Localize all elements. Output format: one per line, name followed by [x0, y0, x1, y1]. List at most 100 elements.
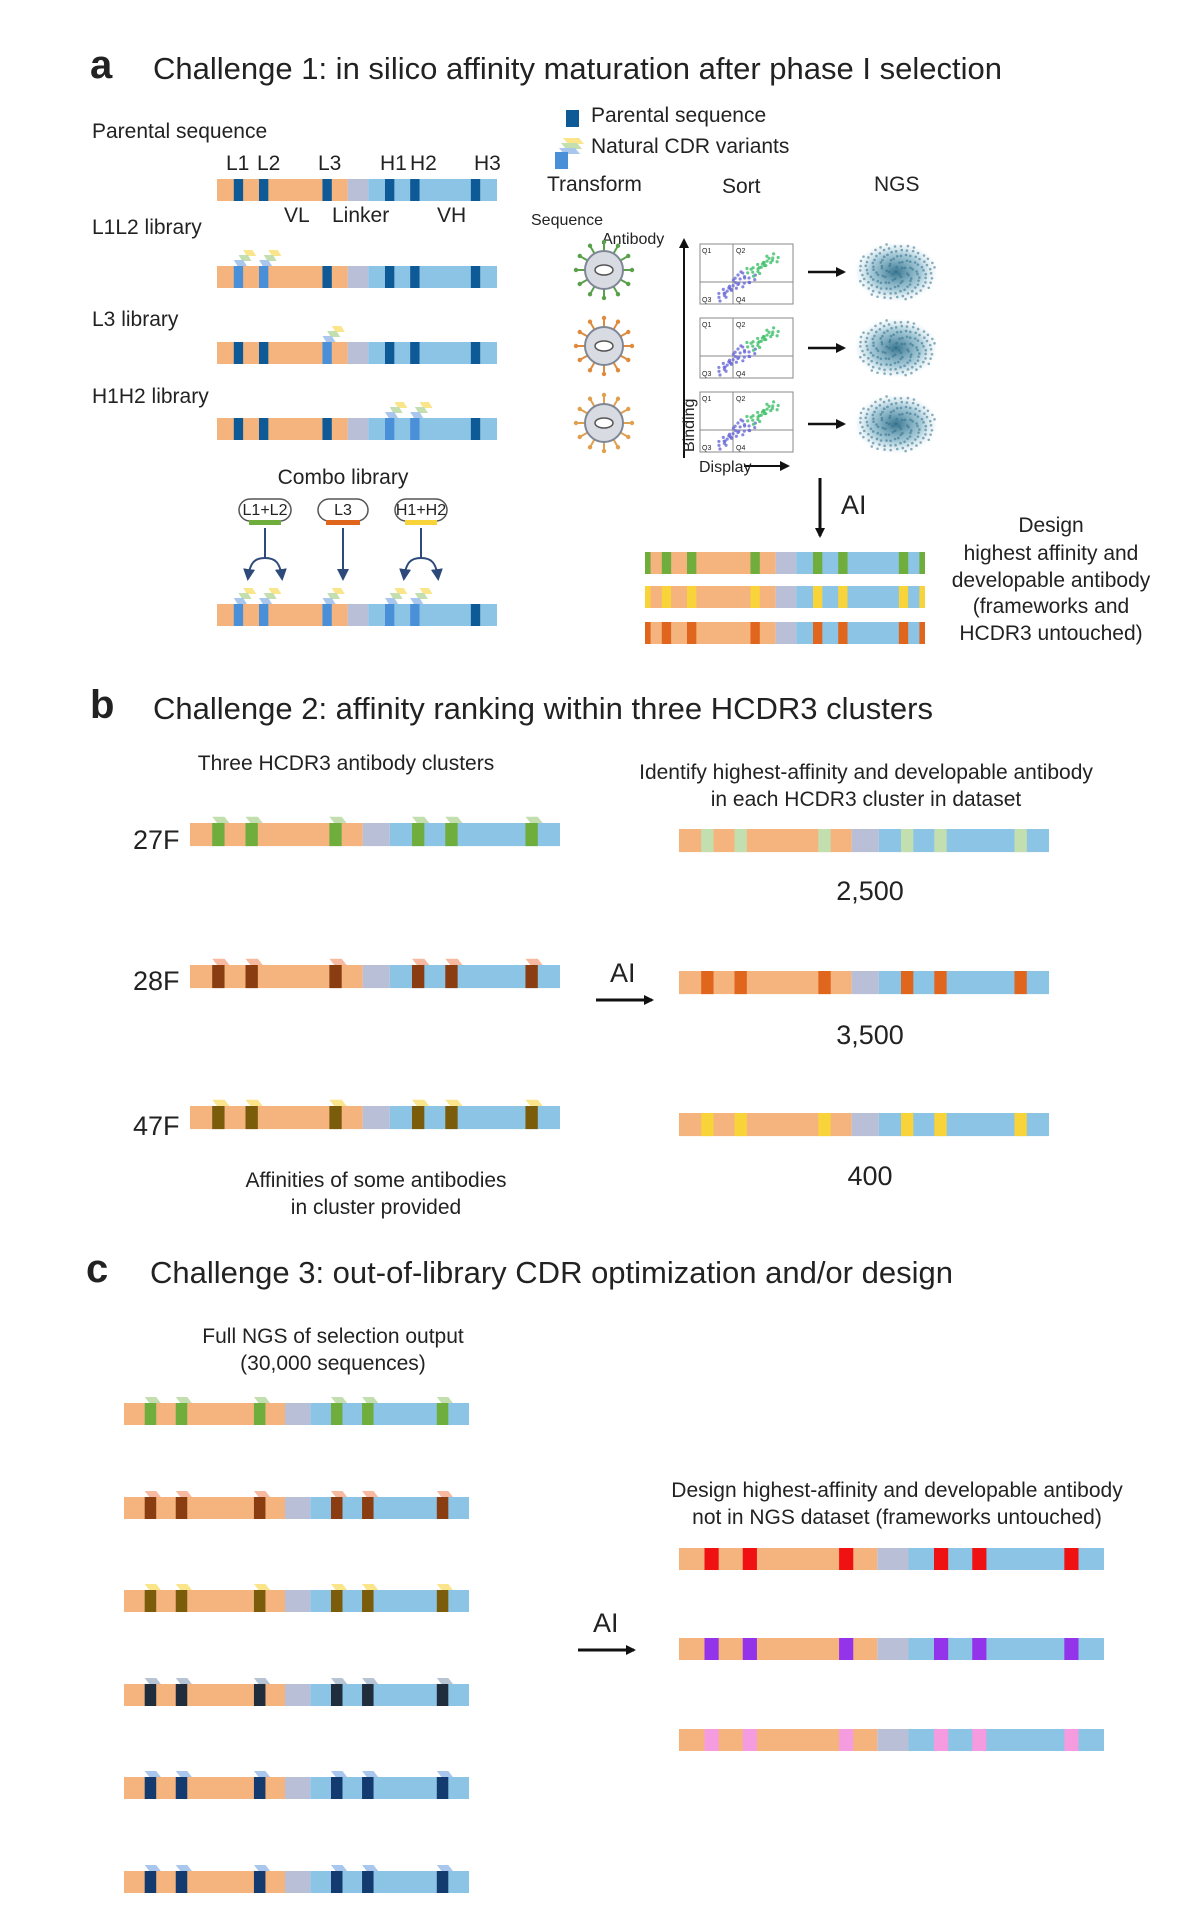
ngs-seq-blue-2: [124, 1865, 469, 1893]
svg-text:Q4: Q4: [736, 445, 745, 452]
yeast-cell: [573, 315, 635, 377]
svg-text:Q3: Q3: [702, 445, 711, 452]
design-output-yellow: [645, 586, 925, 608]
combo-tag-h1h2: H1+H2: [394, 498, 448, 525]
svg-text:Q2: Q2: [736, 322, 745, 329]
svg-text:developable antibody: developable antibody: [952, 569, 1151, 592]
cdr-label-h1: H1: [380, 152, 407, 175]
clusters-label: Three HCDR3 antibody clusters: [198, 752, 494, 775]
l1l2-library-strip: [217, 250, 497, 288]
ngs-seq-navy: [124, 1678, 469, 1706]
cluster-28f-strip: [190, 958, 560, 989]
legend-variant-swatch: [555, 138, 584, 169]
combo-arrows: [243, 528, 443, 581]
identify-text-2: in each HCDR3 cluster in dataset: [711, 788, 1022, 811]
yeast-cell: [573, 239, 635, 301]
ai-arrow-a: AI: [815, 478, 867, 538]
panel-a-title: Challenge 1: in silico affinity maturati…: [153, 51, 1002, 86]
svg-text:L3: L3: [334, 502, 352, 519]
library-label-h1h2: H1H2 library: [92, 385, 209, 408]
svg-text:Q3: Q3: [702, 371, 711, 378]
flow-to-ngs-arrows: [808, 267, 846, 429]
affinities-text-2: in cluster provided: [291, 1196, 461, 1219]
flow-plot: Q1 Q2 Q3 Q4: [699, 391, 794, 453]
ai-label-b: AI: [610, 958, 636, 988]
cluster-count-28f: 3,500: [836, 1020, 904, 1050]
svg-text:Q1: Q1: [702, 248, 711, 255]
design-text-a: Design highest affinity and developable …: [952, 514, 1151, 645]
design-output-orange: [645, 622, 925, 644]
combo-library-label: Combo library: [278, 466, 409, 489]
region-label-vl: VL: [284, 204, 310, 227]
parental-sequence-strip: [217, 179, 497, 201]
cluster-47f-output: [679, 1113, 1049, 1137]
ngs-clouds: [854, 242, 938, 454]
design-text-c-2: not in NGS dataset (frameworks untouched…: [692, 1506, 1102, 1529]
svg-text:Q1: Q1: [702, 322, 711, 329]
combo-tag-l3: L3: [317, 498, 369, 525]
design-text-c-1: Design highest-affinity and developable …: [671, 1479, 1123, 1502]
region-label-linker: Linker: [332, 204, 389, 227]
h1h2-library-strip: [217, 402, 497, 440]
ai-label-c: AI: [593, 1608, 619, 1638]
svg-text:Q4: Q4: [736, 297, 745, 304]
cdr-label-l2: L2: [257, 152, 280, 175]
panel-c-letter: c: [86, 1247, 108, 1291]
panel-c: c Challenge 3: out-of-library CDR optimi…: [86, 1247, 1123, 1893]
svg-text:Q2: Q2: [736, 396, 745, 403]
ngs-cloud: [854, 242, 938, 302]
cluster-count-27f: 2,500: [836, 876, 904, 906]
region-label-vh: VH: [437, 204, 466, 227]
ngs-seq-green: [124, 1397, 469, 1425]
flow-plot: Q1 Q2 Q3 Q4: [699, 243, 794, 305]
cluster-name-28f: 28F: [133, 966, 180, 996]
panel-c-title: Challenge 3: out-of-library CDR optimiza…: [150, 1255, 953, 1290]
panel-b: b Challenge 2: affinity ranking within t…: [90, 683, 1093, 1219]
legend: Parental sequence Natural CDR variants: [555, 104, 789, 169]
svg-text:highest affinity and: highest affinity and: [964, 542, 1139, 565]
cluster-28f-output: [679, 971, 1049, 995]
svg-text:Design: Design: [1018, 514, 1083, 537]
ai-arrow-b: AI: [596, 958, 654, 1005]
svg-text:Q4: Q4: [736, 371, 745, 378]
library-label-l1l2: L1L2 library: [92, 216, 202, 239]
design-output-red: [679, 1548, 1105, 1570]
step-ngs: NGS: [874, 173, 920, 196]
library-label-l3: L3 library: [92, 308, 179, 331]
parental-sequence-label: Parental sequence: [92, 120, 267, 143]
yeast-cell: [573, 392, 635, 454]
ngs-text-2: (30,000 sequences): [240, 1352, 426, 1375]
design-output-green: [645, 552, 925, 574]
ngs-cloud: [854, 318, 938, 378]
cdr-label-l1: L1: [226, 152, 249, 175]
yeast-cells: [573, 239, 635, 454]
svg-text:Q2: Q2: [736, 248, 745, 255]
cdr-label-l3: L3: [318, 152, 341, 175]
design-output-pink: [679, 1729, 1105, 1751]
panel-b-letter: b: [90, 683, 114, 727]
svg-text:Q3: Q3: [702, 297, 711, 304]
flow-plot: Q1 Q2 Q3 Q4: [699, 317, 794, 379]
identify-text-1: Identify highest-affinity and developabl…: [639, 761, 1093, 784]
design-output-purple: [679, 1638, 1105, 1660]
cdr-label-h3: H3: [474, 152, 501, 175]
ai-arrow-c: AI: [578, 1608, 636, 1655]
svg-text:L1+L2: L1+L2: [243, 502, 288, 519]
ngs-seq-blue: [124, 1771, 469, 1799]
l3-library-strip: [217, 326, 497, 364]
cluster-name-27f: 27F: [133, 825, 180, 855]
step-sort: Sort: [722, 175, 761, 198]
sequence-label: Sequence: [531, 212, 603, 229]
ngs-text-1: Full NGS of selection output: [202, 1325, 464, 1348]
ngs-cloud: [854, 394, 938, 454]
flow-axes: Binding Display: [679, 238, 790, 476]
svg-text:H1+H2: H1+H2: [396, 502, 446, 519]
panel-b-title: Challenge 2: affinity ranking within thr…: [153, 691, 933, 726]
legend-parental-swatch: [566, 110, 579, 127]
svg-text:HCDR3 untouched): HCDR3 untouched): [959, 622, 1142, 645]
cluster-27f-strip: [190, 816, 560, 847]
svg-text:Q1: Q1: [702, 396, 711, 403]
axis-display: Display: [699, 459, 751, 476]
panel-a-letter: a: [90, 43, 113, 87]
